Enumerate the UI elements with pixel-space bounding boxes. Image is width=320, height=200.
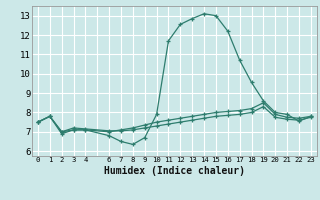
X-axis label: Humidex (Indice chaleur): Humidex (Indice chaleur) (104, 166, 245, 176)
